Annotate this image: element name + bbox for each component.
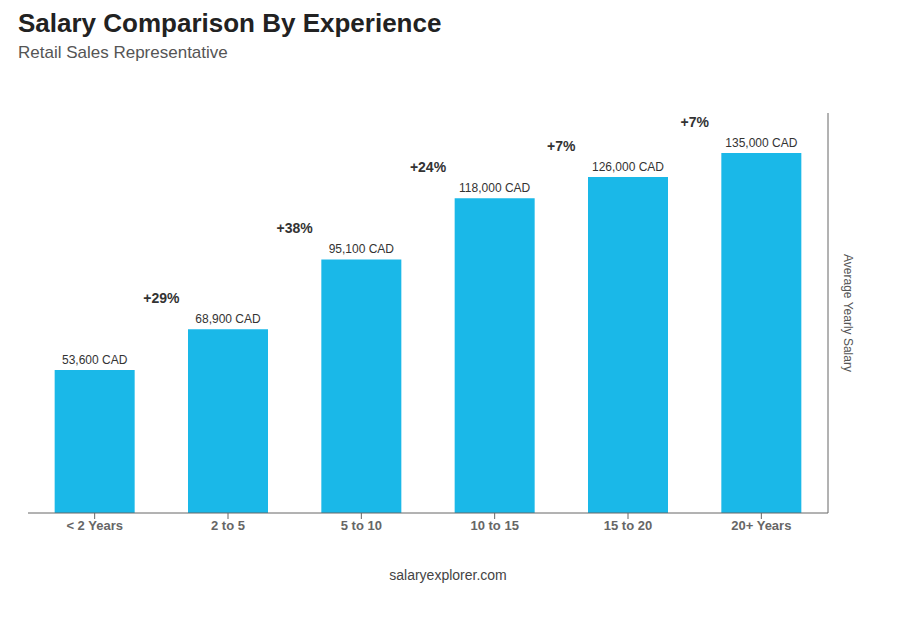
svg-text:135,000 CAD: 135,000 CAD: [725, 136, 797, 150]
svg-text:+7%: +7%: [547, 138, 576, 154]
svg-text:+24%: +24%: [410, 159, 447, 175]
svg-text:126,000 CAD: 126,000 CAD: [592, 160, 664, 174]
svg-text:95,100 CAD: 95,100 CAD: [329, 242, 395, 256]
html-text:Retail Sales Representative: Retail Sales Representative: [18, 43, 228, 62]
svg-text:+29%: +29%: [143, 290, 180, 306]
svg-text:118,000 CAD: 118,000 CAD: [459, 181, 530, 195]
svg-text:2 to 5: 2 to 5: [211, 518, 245, 533]
svg-text:5 to 10: 5 to 10: [341, 518, 382, 533]
svg-text:Average Yearly Salary: Average Yearly Salary: [841, 254, 855, 372]
html-text:Salary Comparison By Experienc: Salary Comparison By Experience: [18, 8, 442, 38]
svg-text:53,600 CAD: 53,600 CAD: [62, 353, 128, 367]
svg-text:68,900 CAD: 68,900 CAD: [195, 312, 261, 326]
svg-text:15 to 20: 15 to 20: [604, 518, 652, 533]
svg-text:+7%: +7%: [680, 114, 709, 130]
svg-text:20+ Years: 20+ Years: [731, 518, 791, 533]
svg-text:10 to 15: 10 to 15: [470, 518, 518, 533]
svg-text:+38%: +38%: [277, 220, 314, 236]
svg-text:< 2 Years: < 2 Years: [66, 518, 123, 533]
html-text:salaryexplorer.com: salaryexplorer.com: [389, 567, 507, 583]
